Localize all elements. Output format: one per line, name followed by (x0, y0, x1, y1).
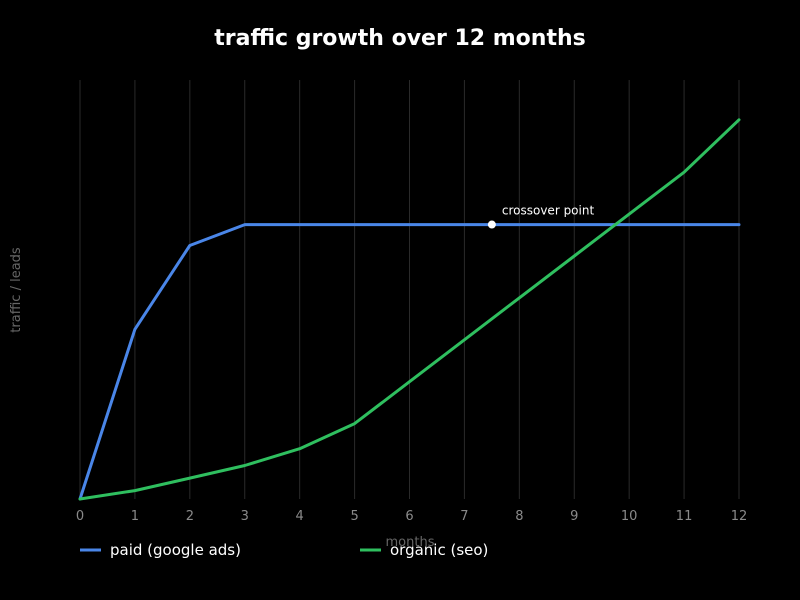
grid (79, 80, 740, 499)
x-tick-label: 9 (570, 509, 578, 524)
x-tick-label: 7 (460, 509, 468, 524)
x-tick-label: 6 (405, 509, 413, 524)
x-tick-label: 0 (76, 509, 84, 524)
x-tick-label: 12 (731, 509, 748, 524)
legend-label: organic (seo) (390, 541, 488, 559)
x-axis-ticks: 0 1 2 3 4 5 6 7 8 9 10 11 12 (76, 509, 747, 524)
series (78, 118, 741, 501)
x-tick-label: 4 (296, 509, 304, 524)
chart-title: traffic growth over 12 months (214, 26, 585, 51)
x-tick-label: 1 (131, 509, 139, 524)
x-axis-label: months (386, 535, 435, 550)
x-tick-label: 8 (515, 509, 523, 524)
annotation-label: crossover point (502, 204, 595, 218)
legend-label: paid (google ads) (110, 541, 241, 559)
x-tick-label: 10 (621, 509, 638, 524)
series-line-organic (78, 118, 741, 501)
annotations: crossover point (487, 204, 595, 229)
x-tick-label: 3 (241, 509, 249, 524)
x-tick-label: 5 (350, 509, 358, 524)
annotation-marker (487, 220, 496, 229)
y-axis-label: traffic / leads (9, 247, 24, 333)
x-tick-label: 11 (676, 509, 693, 524)
x-tick-label: 2 (186, 509, 194, 524)
legend: paid (google ads) organic (seo) (80, 541, 488, 559)
series-line-paid (78, 223, 741, 501)
